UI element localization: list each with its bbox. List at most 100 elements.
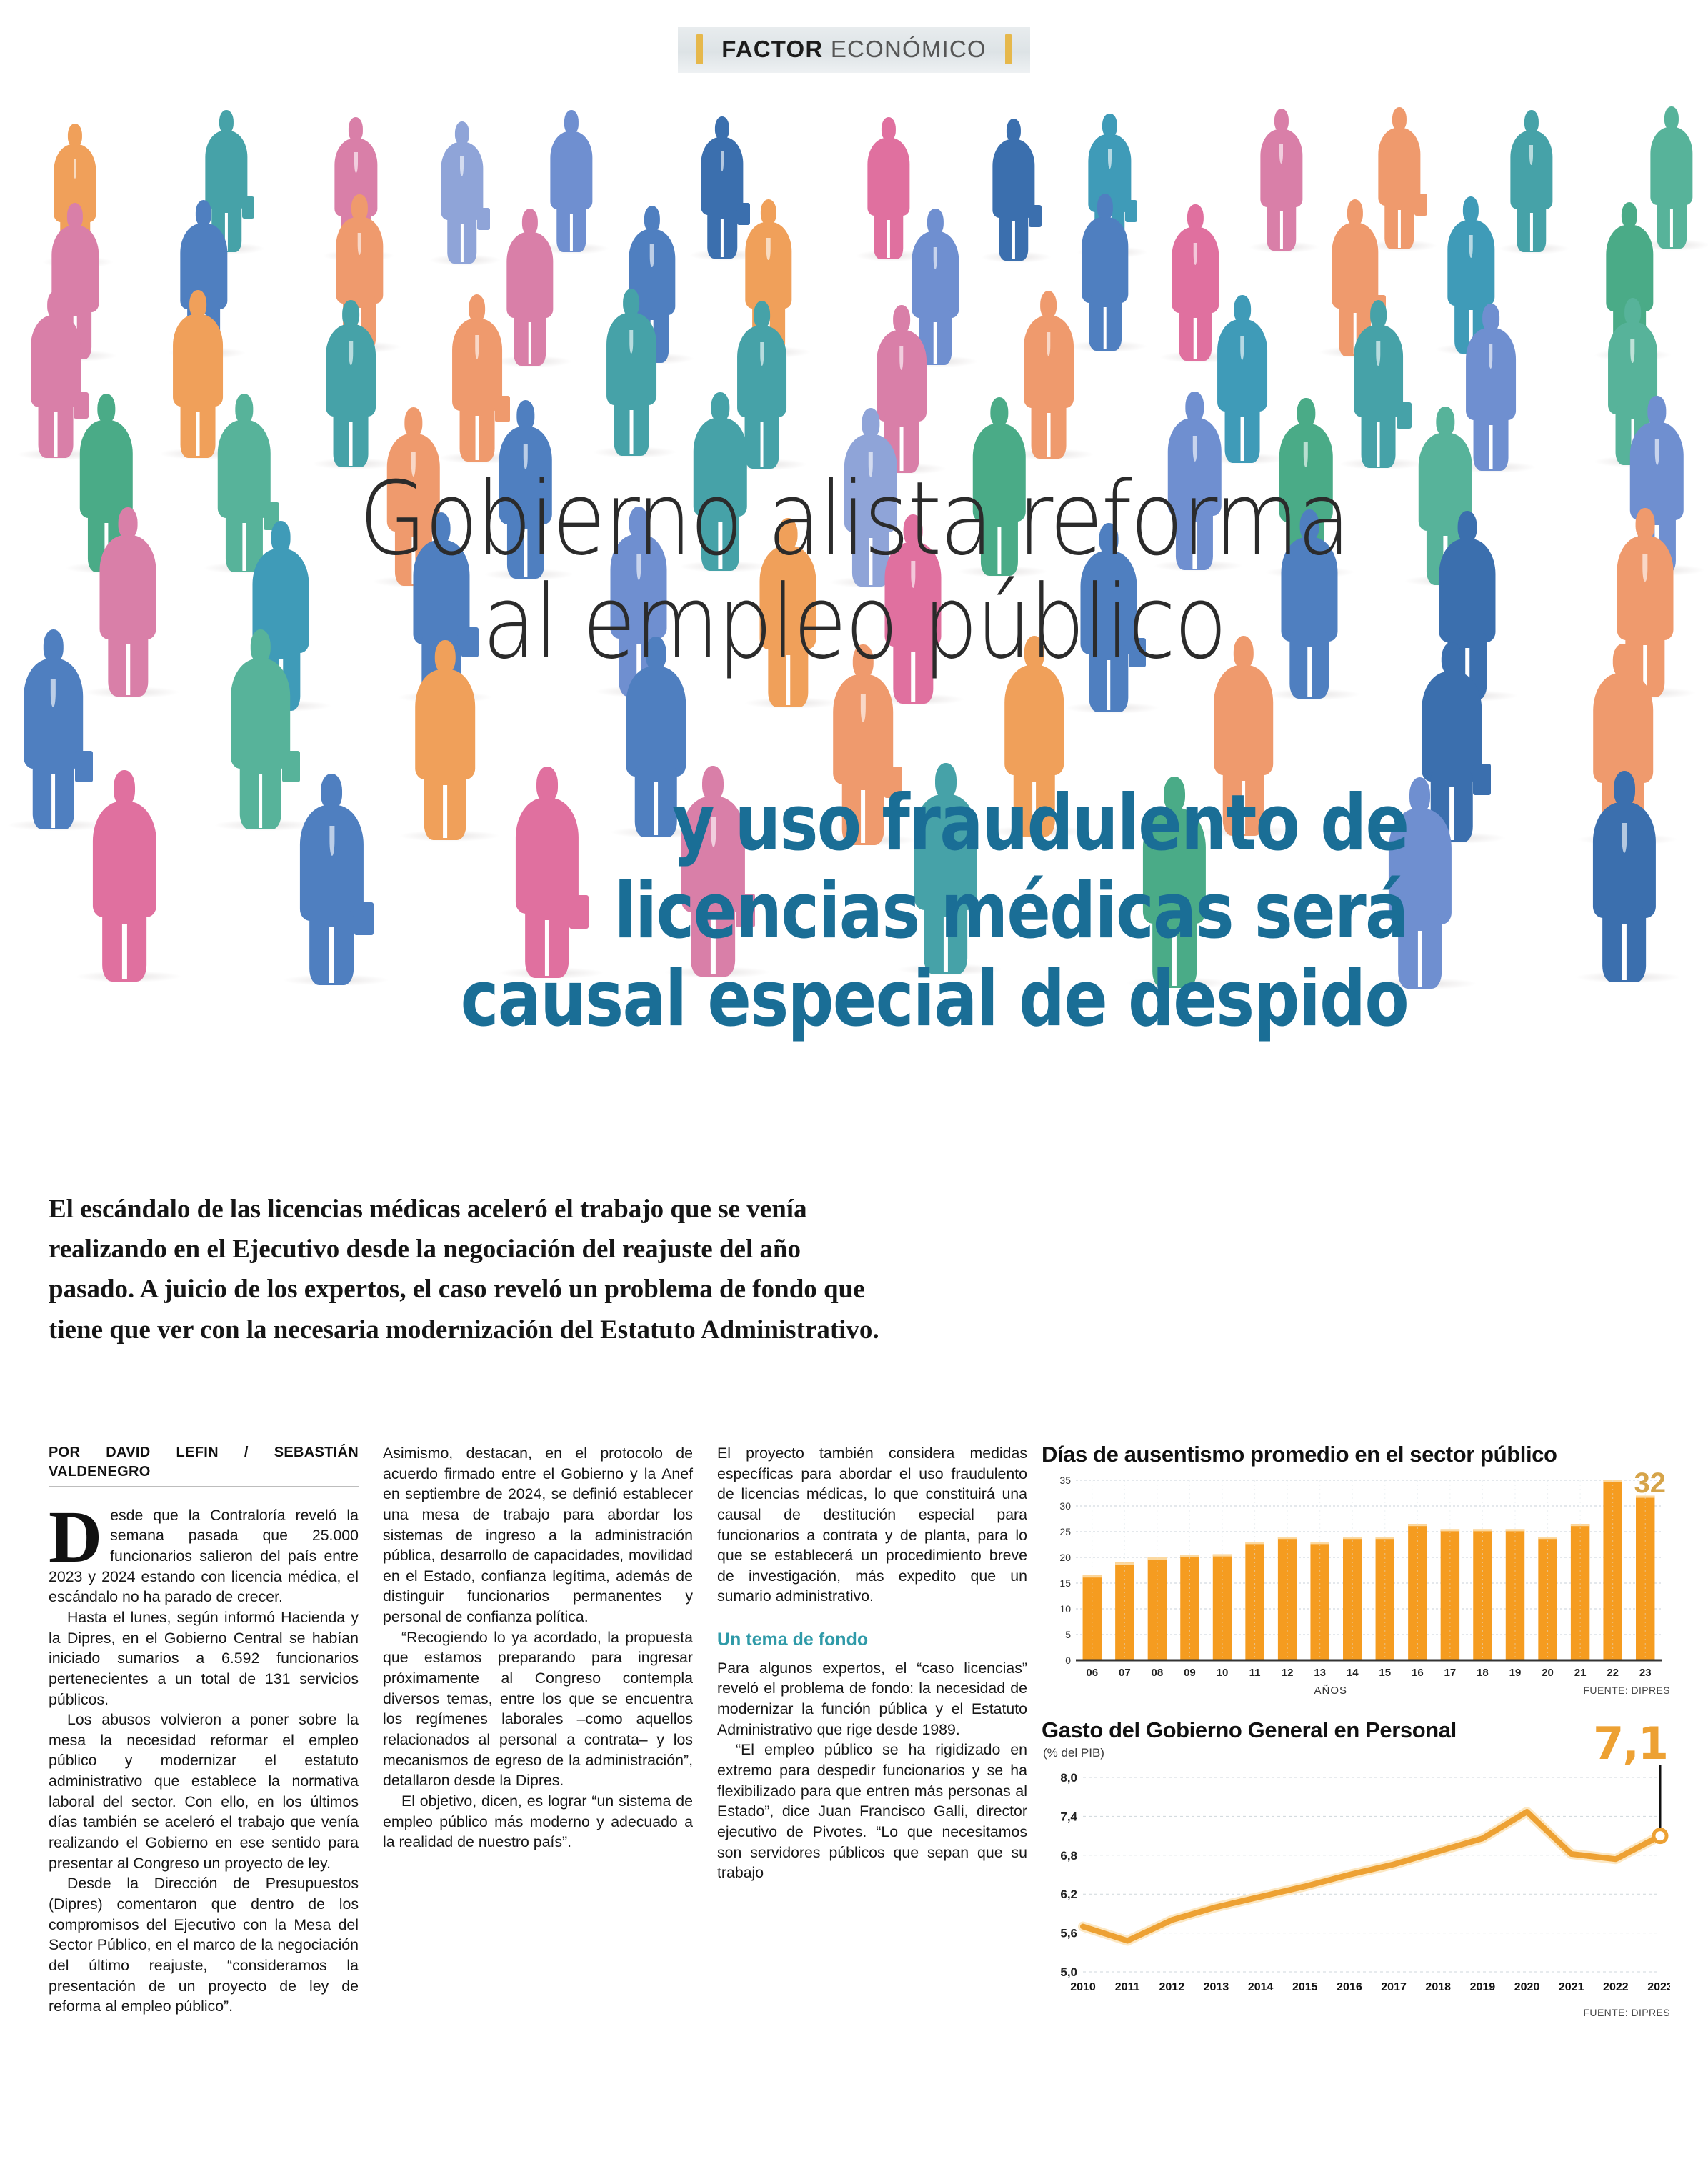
svg-text:2020: 2020 <box>1514 1981 1540 1993</box>
svg-text:2018: 2018 <box>1425 1981 1451 1993</box>
person-silhouette <box>610 637 709 839</box>
person-silhouette <box>989 636 1087 838</box>
person-silhouette <box>830 408 919 589</box>
person-silhouette <box>899 208 977 367</box>
person-silhouette <box>1010 291 1093 461</box>
hero-illustration <box>0 84 1708 1156</box>
kicker-light: ECONÓMICO <box>830 36 987 62</box>
svg-text:19: 19 <box>1509 1667 1522 1679</box>
svg-text:20: 20 <box>1059 1552 1071 1563</box>
svg-text:2021: 2021 <box>1559 1981 1584 1993</box>
article-column-3: El proyecto también considera medidas es… <box>717 1443 1027 2150</box>
svg-text:14: 14 <box>1347 1667 1359 1679</box>
person-silhouette <box>399 639 499 842</box>
paragraph-9: Para algunos expertos, el “caso licencia… <box>717 1659 1027 1738</box>
byline-rule <box>49 1485 359 1487</box>
line-chart-title: Gasto del Gobierno General en Personal <box>1042 1717 1457 1742</box>
person-silhouette <box>1249 108 1319 253</box>
person-silhouette <box>665 765 769 978</box>
svg-text:07: 07 <box>1119 1667 1131 1679</box>
kicker-bar-left <box>696 34 704 64</box>
person-silhouette <box>745 517 839 709</box>
line-chart-svg: 5,0 5,6 6,2 6,8 7,4 8,0 2010 2011 2012 2013 2014 20… <box>1060 1732 1673 1993</box>
article-column-1: POR DAVID LEFIN / SEBASTIÁN VALDENEGRO D… <box>49 1443 359 2150</box>
person-silhouette <box>1198 635 1297 837</box>
line-chart-plot: 7,1 5,0 5,6 6,2 6,8 7,4 8,0 2010 2011 2012 2013 20… <box>1042 1717 1673 2050</box>
svg-text:35: 35 <box>1059 1475 1071 1486</box>
svg-text:09: 09 <box>1184 1667 1196 1679</box>
subheadline-line-3: causal especial de despido <box>460 954 1409 1044</box>
bar-chart-title: Días de ausentismo promedio en el sector… <box>1042 1442 1557 1467</box>
person-silhouette <box>313 299 396 469</box>
person-silhouette <box>856 116 927 261</box>
svg-text:2010: 2010 <box>1070 1981 1096 1993</box>
paragraph-7: El objetivo, dicen, es lograr “un sistem… <box>383 1792 693 1851</box>
svg-text:2014: 2014 <box>1248 1981 1274 1993</box>
person-silhouette <box>870 514 964 706</box>
person-silhouette <box>897 763 1002 976</box>
person-silhouette <box>1576 771 1681 984</box>
svg-text:21: 21 <box>1574 1667 1587 1679</box>
svg-text:2016: 2016 <box>1337 1981 1362 1993</box>
paragraph-2: Hasta el lunes, según informó Hacienda y… <box>49 1608 359 1708</box>
svg-text:08: 08 <box>1152 1667 1164 1679</box>
bar-chart-plot: 0 5 10 15 20 25 30 35 06 07 08 09 10 11 12 13 14 15 16 17 18… <box>1042 1467 1670 1685</box>
bar-chart-block: Días de ausentismo promedio en el sector… <box>1042 1442 1670 1699</box>
person-silhouette <box>1204 294 1287 464</box>
person-silhouette <box>85 507 179 698</box>
person-silhouette <box>1452 303 1536 473</box>
person-silhouette <box>539 110 609 255</box>
svg-text:6,2: 6,2 <box>1060 1888 1077 1901</box>
person-silhouette <box>1372 777 1476 990</box>
person-silhouette <box>284 774 388 987</box>
svg-text:10: 10 <box>1059 1603 1071 1615</box>
person-silhouette <box>1406 642 1505 844</box>
person-silhouette <box>593 288 676 458</box>
person-silhouette <box>1340 300 1423 470</box>
svg-text:5,6: 5,6 <box>1060 1927 1077 1940</box>
person-silhouette <box>8 629 106 831</box>
drop-cap: D <box>49 1495 103 1578</box>
paragraph-6: “Recogiendo lo ya acordado, la propuesta… <box>383 1628 693 1790</box>
person-silhouette <box>159 289 243 459</box>
kicker-bold: FACTOR <box>721 36 824 62</box>
person-silhouette <box>958 397 1047 577</box>
person-silhouette <box>494 209 571 368</box>
svg-text:2015: 2015 <box>1292 1981 1318 1993</box>
bar-chart-highlight-value: 32 <box>1634 1467 1667 1499</box>
person-silhouette <box>499 767 604 979</box>
person-silhouette <box>1065 522 1159 714</box>
bar-chart-svg: 0 5 10 15 20 25 30 35 06 07 08 09 10 11 12 13 14 15 16 17 18… <box>1059 1475 1662 1679</box>
svg-text:15: 15 <box>1379 1667 1391 1679</box>
person-silhouette <box>1499 110 1569 255</box>
svg-text:18: 18 <box>1477 1667 1489 1679</box>
headline-line-2: al empleo público <box>482 564 1227 682</box>
kicker-banner: FACTOR ECONÓMICO <box>0 27 1708 73</box>
svg-text:5,0: 5,0 <box>1060 1965 1077 1979</box>
person-silhouette <box>1266 509 1360 701</box>
svg-text:13: 13 <box>1314 1667 1326 1679</box>
person-silhouette <box>817 644 917 847</box>
svg-text:6,8: 6,8 <box>1060 1849 1077 1863</box>
svg-text:5: 5 <box>1065 1629 1071 1640</box>
svg-text:17: 17 <box>1444 1667 1457 1679</box>
person-silhouette <box>690 116 760 261</box>
svg-text:2012: 2012 <box>1159 1981 1185 1993</box>
paragraph-3: Los abusos volvieron a poner sobre la me… <box>49 1711 359 1872</box>
person-silhouette <box>429 121 500 266</box>
person-silhouette <box>215 629 314 831</box>
bar-chart-source: FUENTE: DIPRES <box>1583 1685 1670 1696</box>
svg-text:2013: 2013 <box>1204 1981 1229 1993</box>
svg-text:20: 20 <box>1542 1667 1554 1679</box>
person-silhouette <box>679 392 768 572</box>
headline-line-1: Gobierno alista reforma <box>359 460 1351 578</box>
svg-text:2019: 2019 <box>1470 1981 1496 1993</box>
svg-text:2017: 2017 <box>1381 1981 1407 1993</box>
paragraph-8: El proyecto también considera medidas es… <box>717 1445 1027 1605</box>
section-subhead: Un tema de fondo <box>717 1630 869 1650</box>
paragraph-5: Asimismo, destacan, en el protocolo de a… <box>383 1445 693 1626</box>
charts-panel: Días de ausentismo promedio en el sector… <box>1042 1442 1673 2050</box>
lead-paragraph: El escándalo de las licencias médicas ac… <box>49 1195 879 1345</box>
byline: POR DAVID LEFIN / SEBASTIÁN VALDENEGRO <box>49 1445 359 1480</box>
person-silhouette <box>1639 106 1708 251</box>
